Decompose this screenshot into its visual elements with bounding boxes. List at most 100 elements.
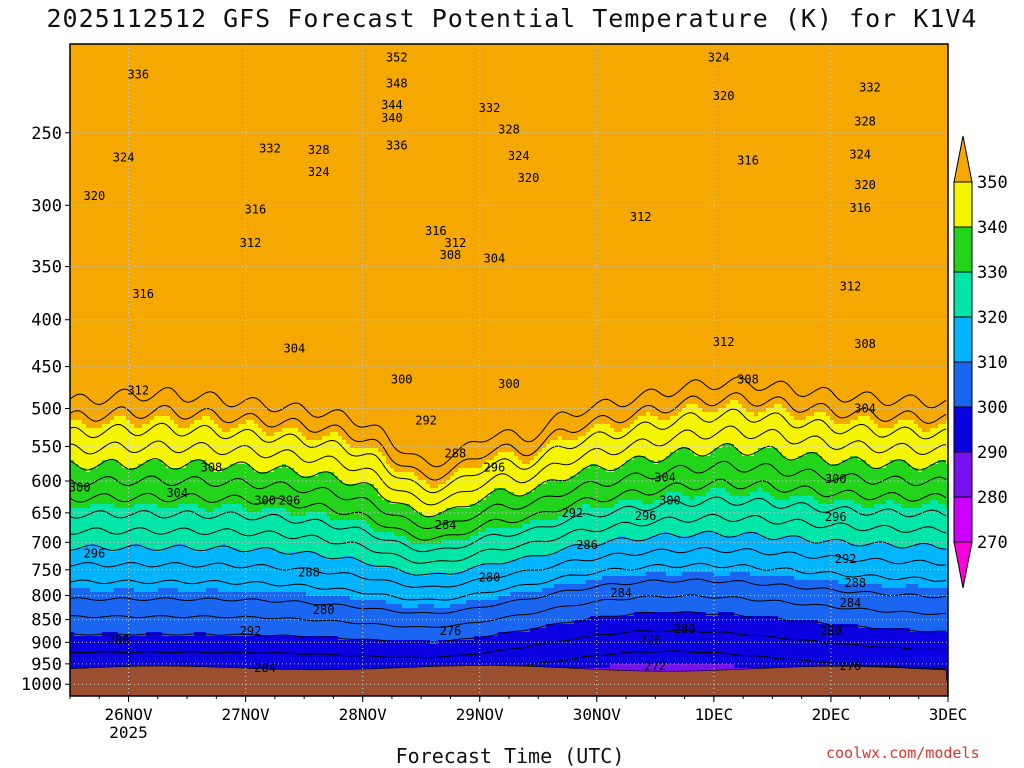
contour-label: 300 — [391, 373, 413, 387]
contour-label: 324 — [849, 147, 871, 161]
contour-label: 324 — [308, 165, 330, 179]
colorbar-tick-label: 310 — [977, 353, 1008, 373]
isentrope-336 — [70, 460, 947, 530]
x-tick-label: 29NOV — [456, 705, 505, 724]
contour-label: 324 — [708, 51, 730, 65]
isentrope-324 — [70, 513, 947, 564]
contour-label: 300 — [69, 481, 91, 495]
contour-label: 312 — [840, 280, 862, 294]
contour-label: 316 — [245, 202, 267, 216]
contour-label: 328 — [854, 114, 876, 128]
x-tick-label: 30NOV — [573, 705, 622, 724]
colorbar-tick-label: 270 — [977, 533, 1008, 553]
contour-label: 344 — [381, 98, 403, 112]
contour-label: 286 — [576, 538, 598, 552]
isentrope-356 — [70, 376, 947, 468]
contour-label: 320 — [84, 189, 106, 203]
contour-label: 300 — [659, 493, 681, 507]
contour-label: 348 — [386, 77, 408, 91]
contour-label: 312 — [127, 384, 149, 398]
contour-label: 292 — [562, 506, 584, 520]
contour-label: 288 — [445, 447, 467, 461]
contour-label: 284 — [840, 596, 862, 610]
contour-label: 320 — [713, 89, 735, 103]
contour-label: 312 — [630, 210, 652, 224]
contour-label: 296 — [279, 493, 301, 507]
contour-label: 288 — [844, 576, 866, 590]
colorbar-band — [953, 316, 973, 363]
contour-label: 332 — [859, 80, 881, 94]
contour-label: 308 — [737, 373, 759, 387]
contour-label: 300 — [498, 377, 520, 391]
contour-label: 316 — [737, 153, 759, 167]
contour-label: 304 — [484, 252, 506, 266]
y-tick-label: 250 — [31, 124, 62, 144]
y-tick-label: 450 — [31, 358, 62, 378]
contour-label: 336 — [127, 68, 149, 82]
colorbar-band — [953, 271, 973, 318]
pressure-axis: 2503003504004505005506006507007508008509… — [21, 124, 70, 695]
contour-label: 296 — [84, 547, 106, 561]
colorbar-tick-label: 320 — [977, 308, 1008, 328]
colorbar: 270 280 290 300 310 320 330 340 350 — [953, 135, 1008, 589]
contour-label: 332 — [479, 101, 501, 115]
colorbar-band — [953, 451, 973, 498]
contour-label: 280 — [313, 603, 335, 617]
x-tick-label: 1DEC — [695, 705, 734, 724]
contour-label: 320 — [854, 178, 876, 192]
contour-label: 352 — [386, 51, 408, 65]
credit-link[interactable]: coolwx.com/models — [826, 744, 980, 762]
contour-label: 296 — [825, 510, 847, 524]
terrain — [70, 665, 948, 696]
contour-label: 320 — [518, 171, 540, 185]
isentrope-300 — [70, 611, 947, 643]
isentrope-328 — [70, 496, 947, 553]
x-axis-label: Forecast Time (UTC) — [395, 744, 625, 768]
contour-label: 332 — [259, 141, 281, 155]
contour-label: 336 — [386, 138, 408, 152]
y-tick-label: 650 — [31, 504, 62, 524]
contour-label: 280 — [674, 622, 696, 636]
contour-label: 276 — [640, 633, 662, 647]
contour-label: 308 — [854, 337, 876, 351]
contour-label: 312 — [240, 236, 262, 250]
colorbar-band — [953, 361, 973, 408]
contour-label: 324 — [113, 150, 135, 164]
contour-label: 284 — [254, 661, 276, 675]
contour-label: 292 — [415, 413, 437, 427]
contour-label: 304 — [166, 486, 188, 500]
y-tick-label: 900 — [31, 633, 62, 653]
colorbar-top-arrow — [953, 135, 973, 183]
chart-title: 2025112512 GFS Forecast Potential Temper… — [46, 4, 978, 33]
y-tick-label: 950 — [31, 655, 62, 675]
isentrope-296 — [70, 629, 947, 659]
contour-label: 280 — [820, 624, 842, 638]
colorbar-tick-label: 340 — [977, 218, 1008, 238]
contour-label: 300 — [254, 493, 276, 507]
y-tick-label: 1000 — [21, 675, 62, 695]
isentrope-340 — [70, 442, 947, 518]
grid-lines — [70, 44, 948, 696]
contour-label: 316 — [132, 287, 154, 301]
colorbar-bottom-arrow — [953, 541, 973, 589]
colorbar-band — [953, 406, 973, 453]
y-tick-label: 800 — [31, 586, 62, 606]
x-tick-label: 2DEC — [812, 705, 851, 724]
contour-label: 328 — [498, 123, 520, 137]
x-tick-label: 28NOV — [339, 705, 388, 724]
contour-label: 284 — [610, 586, 632, 600]
contour-label: 312 — [713, 335, 735, 349]
contour-label: 312 — [445, 236, 467, 250]
y-tick-label: 550 — [31, 437, 62, 457]
contour-label: 316 — [849, 201, 871, 215]
y-tick-label: 700 — [31, 533, 62, 553]
colorbar-band — [953, 496, 973, 543]
isentrope-348 — [70, 408, 947, 494]
x-tick-sublabel: 2025 — [109, 723, 148, 742]
contour-label: 304 — [284, 342, 306, 356]
colorbar-tick-label: 350 — [977, 173, 1008, 193]
y-tick-label: 750 — [31, 561, 62, 581]
color-fill-bands — [70, 44, 948, 696]
